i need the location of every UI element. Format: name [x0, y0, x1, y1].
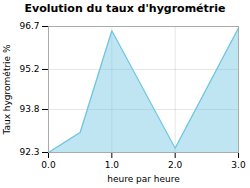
html-text:Evolution du taux d'hygrométri: Evolution du taux d'hygrométrie	[24, 2, 226, 15]
svg-text:2.0: 2.0	[168, 160, 183, 170]
svg-text:92.3: 92.3	[19, 147, 39, 157]
svg-text:Taux hygrométrie %: Taux hygrométrie %	[2, 44, 12, 136]
svg-text:95.2: 95.2	[19, 64, 39, 74]
svg-text:heure par heure: heure par heure	[107, 174, 180, 184]
svg-text:96.7: 96.7	[19, 21, 39, 31]
svg-text:1.0: 1.0	[105, 160, 120, 170]
svg-text:0.0: 0.0	[41, 160, 56, 170]
svg-text:93.8: 93.8	[19, 104, 39, 114]
svg-text:3.0: 3.0	[231, 160, 246, 170]
